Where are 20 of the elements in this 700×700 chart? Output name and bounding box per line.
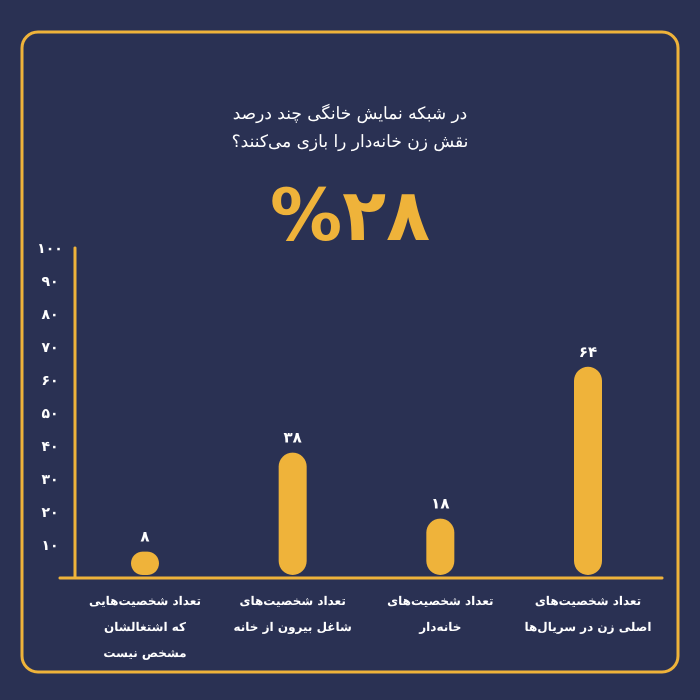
y-tick-label: ۲۰ bbox=[41, 505, 59, 521]
chart-subtitle: %۲۸ bbox=[268, 172, 432, 259]
y-tick-label: ۱۰۰ bbox=[37, 241, 63, 257]
data-label: ۸ bbox=[140, 528, 150, 546]
data-label: ۱۸ bbox=[431, 494, 450, 513]
x-tick-label: تعداد شخصیت‌های خانه‌دار bbox=[386, 593, 494, 636]
y-tick-label: ۵۰ bbox=[41, 406, 59, 422]
x-tick-label: تعداد شخصیت‌های اصلی زن در سریال‌ها bbox=[523, 593, 652, 636]
data-label: ۶۴ bbox=[578, 342, 598, 361]
x-tick-label: تعداد شخصیت‌های شاغل بیرون از خانه bbox=[232, 593, 353, 636]
y-tick-label: ۷۰ bbox=[41, 340, 59, 356]
y-tick-label: ۴۰ bbox=[41, 439, 59, 455]
chart-title: در شبکه نمایش خانگی چند درصد نقش زن خانه‌دار را بازی می‌کنند؟ bbox=[230, 102, 470, 154]
data-label: ۳۸ bbox=[284, 428, 302, 447]
y-tick-label: ۸۰ bbox=[41, 307, 59, 323]
y-tick-label: ۹۰ bbox=[41, 274, 59, 290]
y-tick-label: ۳۰ bbox=[41, 472, 59, 488]
y-tick-label: ۶۰ bbox=[41, 373, 59, 389]
x-tick-label: تعداد شخصیت‌هایی که اشتغالشان مشخص نیست bbox=[88, 593, 202, 662]
y-tick-label: ۱۰ bbox=[41, 538, 59, 554]
